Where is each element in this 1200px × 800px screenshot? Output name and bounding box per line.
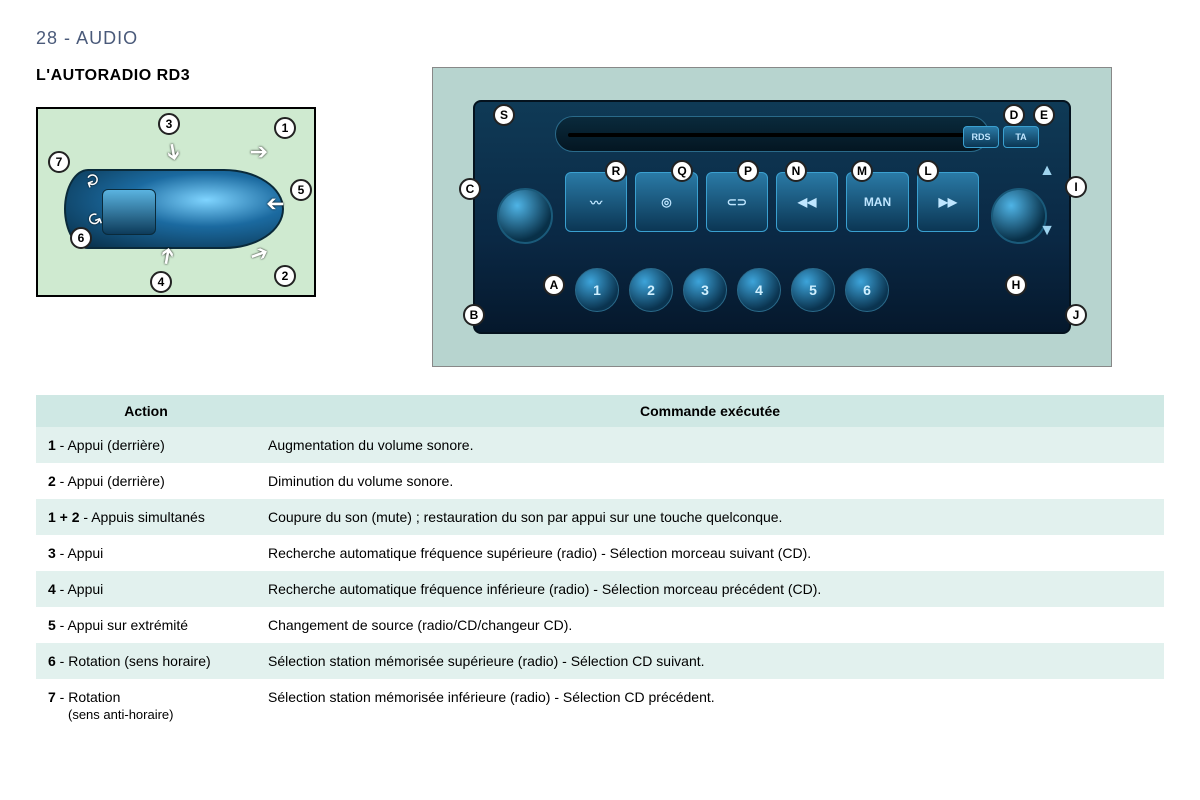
arrow-icon: ➔ xyxy=(153,245,182,268)
row-number: 5 xyxy=(48,617,56,633)
action-subtext: (sens anti-horaire) xyxy=(68,707,244,722)
action-text: - Appui (derrière) xyxy=(56,473,165,489)
callout-6: 6 xyxy=(70,227,92,249)
table-row: 3 - AppuiRecherche automatique fréquence… xyxy=(36,535,1164,571)
arrow-icon: ➔ xyxy=(159,141,188,164)
radio-label-c: C xyxy=(459,178,481,200)
radio-label-d: D xyxy=(1003,104,1025,126)
command-cell: Recherche automatique fréquence inférieu… xyxy=(256,571,1164,607)
stalk-control-figure: 1 2 3 4 5 6 7 ➔ ➔ ➔ ➔ ➔ ↻ ↺ xyxy=(36,107,316,297)
function-button: MAN xyxy=(846,172,908,232)
page-number: 28 xyxy=(36,28,58,48)
page-header: 28 - AUDIO xyxy=(36,28,1164,49)
command-cell: Augmentation du volume sonore. xyxy=(256,427,1164,463)
function-button: ◀◀ xyxy=(776,172,838,232)
row-number: 7 xyxy=(48,689,56,705)
table-row: 6 - Rotation (sens horaire)Sélection sta… xyxy=(36,643,1164,679)
table-row: 1 + 2 - Appuis simultanésCoupure du son … xyxy=(36,499,1164,535)
action-cell: 7 - Rotation (sens anti-horaire) xyxy=(36,679,256,732)
arrow-icon: ➔ xyxy=(250,139,268,165)
radio-label-s: S xyxy=(493,104,515,126)
section-name: AUDIO xyxy=(76,28,138,48)
radio-label-n: N xyxy=(785,160,807,182)
col-command-header: Commande exécutée xyxy=(256,395,1164,427)
action-cell: 2 - Appui (derrière) xyxy=(36,463,256,499)
action-text: - Appui xyxy=(56,545,103,561)
down-arrow-icon: ▼ xyxy=(1039,222,1055,240)
table-row: 1 - Appui (derrière)Augmentation du volu… xyxy=(36,427,1164,463)
row-number: 2 xyxy=(48,473,56,489)
preset-button: 5 xyxy=(791,268,835,312)
section-title: L'AUTORADIO RD3 xyxy=(36,67,396,85)
command-cell: Sélection station mémorisée supérieure (… xyxy=(256,643,1164,679)
rds-button: RDS xyxy=(963,126,999,148)
nav-arrows: ▲ ▼ xyxy=(1039,162,1055,240)
row-number: 3 xyxy=(48,545,56,561)
car-radio-figure: RDS TA 〰 ◎ ⊂⊃ ◀◀ MAN ▶▶ ▲ ▼ 1 2 3 4 5 xyxy=(432,67,1112,367)
radio-label-h: H xyxy=(1005,274,1027,296)
callout-2: 2 xyxy=(274,265,296,287)
action-text: - Rotation (sens horaire) xyxy=(56,653,211,669)
radio-label-r: R xyxy=(605,160,627,182)
col-action-header: Action xyxy=(36,395,256,427)
action-cell: 1 - Appui (derrière) xyxy=(36,427,256,463)
action-cell: 6 - Rotation (sens horaire) xyxy=(36,643,256,679)
command-cell: Sélection station mémorisée inférieure (… xyxy=(256,679,1164,732)
radio-label-q: Q xyxy=(671,160,693,182)
action-text: - Appuis simultanés xyxy=(80,509,205,525)
preset-button: 1 xyxy=(575,268,619,312)
radio-label-i: I xyxy=(1065,176,1087,198)
callout-5: 5 xyxy=(290,179,312,201)
command-cell: Coupure du son (mute) ; restauration du … xyxy=(256,499,1164,535)
action-text: - Appui (derrière) xyxy=(56,437,165,453)
function-button-row: 〰 ◎ ⊂⊃ ◀◀ MAN ▶▶ xyxy=(565,172,979,232)
callout-4: 4 xyxy=(150,271,172,293)
function-button: ◎ xyxy=(635,172,697,232)
preset-button: 6 xyxy=(845,268,889,312)
command-cell: Changement de source (radio/CD/changeur … xyxy=(256,607,1164,643)
command-cell: Diminution du volume sonore. xyxy=(256,463,1164,499)
row-number: 1 xyxy=(48,437,56,453)
row-number: 1 + 2 xyxy=(48,509,80,525)
row-number: 4 xyxy=(48,581,56,597)
radio-label-j: J xyxy=(1065,304,1087,326)
radio-label-e: E xyxy=(1033,104,1055,126)
table-row: 7 - Rotation (sens anti-horaire) Sélection… xyxy=(36,679,1164,732)
figures-row: L'AUTORADIO RD3 1 2 3 4 5 6 7 ➔ ➔ ➔ ➔ ➔ … xyxy=(36,67,1164,367)
callout-7: 7 xyxy=(48,151,70,173)
power-volume-knob xyxy=(497,188,553,244)
table-row: 5 - Appui sur extrémitéChangement de sou… xyxy=(36,607,1164,643)
command-cell: Recherche automatique fréquence supérieu… xyxy=(256,535,1164,571)
radio-label-l: L xyxy=(917,160,939,182)
arrow-icon: ➔ xyxy=(246,239,272,270)
table-row: 2 - Appui (derrière)Diminution du volume… xyxy=(36,463,1164,499)
ta-button: TA xyxy=(1003,126,1039,148)
action-text: - Appui xyxy=(56,581,103,597)
actions-table: Action Commande exécutée 1 - Appui (derr… xyxy=(36,395,1164,732)
action-cell: 3 - Appui xyxy=(36,535,256,571)
radio-label-m: M xyxy=(851,160,873,182)
preset-button: 4 xyxy=(737,268,781,312)
action-cell: 1 + 2 - Appuis simultanés xyxy=(36,499,256,535)
up-arrow-icon: ▲ xyxy=(1039,162,1055,180)
preset-row: 1 2 3 4 5 6 xyxy=(575,268,969,312)
action-cell: 4 - Appui xyxy=(36,571,256,607)
arrow-icon: ➔ xyxy=(266,191,284,217)
action-text: - Rotation xyxy=(56,689,121,705)
radio-label-p: P xyxy=(737,160,759,182)
row-number: 6 xyxy=(48,653,56,669)
callout-1: 1 xyxy=(274,117,296,139)
preset-button: 3 xyxy=(683,268,727,312)
action-cell: 5 - Appui sur extrémité xyxy=(36,607,256,643)
function-button: ⊂⊃ xyxy=(706,172,768,232)
action-text: - Appui sur extrémité xyxy=(56,617,188,633)
callout-3: 3 xyxy=(158,113,180,135)
preset-button: 2 xyxy=(629,268,673,312)
cd-slot xyxy=(555,116,989,152)
radio-label-a: A xyxy=(543,274,565,296)
radio-unit: RDS TA 〰 ◎ ⊂⊃ ◀◀ MAN ▶▶ ▲ ▼ 1 2 3 4 5 xyxy=(473,100,1071,334)
radio-label-b: B xyxy=(463,304,485,326)
table-row: 4 - AppuiRecherche automatique fréquence… xyxy=(36,571,1164,607)
